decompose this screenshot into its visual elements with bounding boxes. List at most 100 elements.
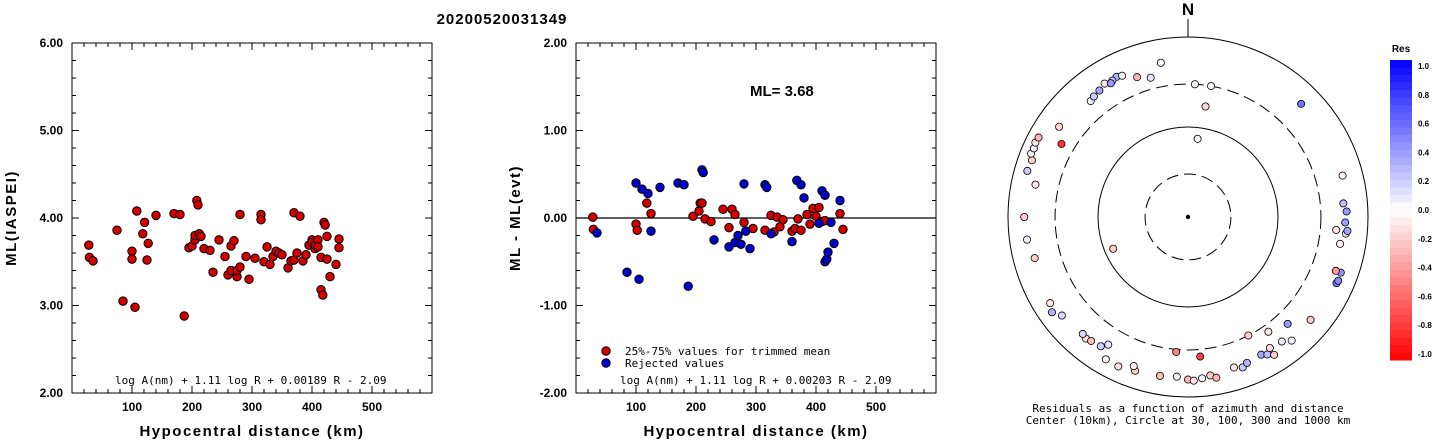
- colorbar-title: Res: [1392, 44, 1411, 55]
- station-residual: [1027, 156, 1036, 165]
- station-residual: [1034, 133, 1043, 142]
- data-point: [244, 274, 254, 284]
- colorbar-swatch: [1390, 225, 1412, 233]
- station-residual: [1172, 347, 1181, 356]
- x-tick-label: 500: [362, 400, 382, 414]
- colorbar-swatch: [1390, 202, 1412, 211]
- rejected-point: [634, 274, 644, 284]
- data-point: [241, 251, 251, 262]
- y-tick-label: 3.00: [40, 299, 64, 313]
- accepted-point: [739, 217, 749, 228]
- colorbar-label: -0.8: [1418, 321, 1432, 330]
- station-residual: [1095, 86, 1104, 95]
- station-residual: [1133, 73, 1142, 82]
- y-tick-label: 2.00: [40, 386, 64, 400]
- colorbar-swatch: [1390, 135, 1412, 143]
- rejected-point: [631, 178, 641, 188]
- colorbar-swatch: [1390, 210, 1412, 218]
- data-point: [139, 217, 150, 228]
- station-residual: [1193, 134, 1202, 143]
- residual-colorbar: Res 1.0 0.8 0.6 0.4 0.2 0.0 -0.2 -0.4 -0.6 -0.8 -1.…: [1390, 44, 1432, 361]
- data-point: [256, 215, 266, 225]
- rejected-point: [655, 182, 665, 193]
- rejected-point: [787, 236, 797, 247]
- distance-circle: [1097, 126, 1279, 308]
- data-point: [175, 209, 185, 220]
- data-point: [220, 251, 230, 262]
- data-point: [322, 231, 332, 242]
- colorbar-swatch: [1390, 75, 1412, 83]
- y-tick-label: 1.00: [544, 124, 568, 138]
- data-point: [142, 255, 152, 265]
- colorbar-swatch: [1390, 67, 1412, 76]
- data-point: [127, 246, 137, 256]
- rejected-point: [835, 195, 845, 206]
- data-point: [143, 238, 153, 249]
- station-residual: [1055, 122, 1064, 131]
- data-point: [132, 206, 142, 216]
- data-point: [88, 256, 98, 266]
- accepted-point: [718, 204, 728, 214]
- station-residual: [1201, 102, 1210, 111]
- colorbar-swatch: [1390, 180, 1412, 188]
- accepted-point: [632, 225, 642, 235]
- station-residual: [1287, 336, 1296, 345]
- legend-marker: [601, 358, 611, 368]
- colorbar-label: 0.0: [1418, 206, 1430, 215]
- data-point: [193, 200, 203, 210]
- y-tick-label: 6.00: [40, 36, 64, 50]
- data-point: [334, 243, 344, 253]
- colorbar-swatch: [1390, 112, 1412, 121]
- data-point: [313, 242, 323, 252]
- station-residual: [1047, 308, 1056, 317]
- station-residual: [1242, 358, 1251, 367]
- rejected-point: [796, 180, 806, 190]
- plot-frame: [71, 42, 433, 394]
- y-tick-label: 5.00: [40, 124, 64, 138]
- data-point: [196, 231, 206, 242]
- rejected-point: [823, 247, 833, 257]
- accepted-point: [730, 209, 740, 220]
- distance-circle: [1054, 83, 1322, 351]
- station-residual: [1046, 299, 1055, 308]
- data-point: [334, 234, 344, 244]
- accepted-point: [697, 198, 707, 208]
- colorbar-label: -0.4: [1418, 264, 1432, 273]
- x-tick-label: 300: [746, 400, 766, 414]
- colorbar-swatch: [1390, 315, 1412, 323]
- data-point: [292, 248, 302, 258]
- station-residual: [1277, 337, 1286, 346]
- colorbar-label: -0.2: [1418, 235, 1432, 244]
- rejected-point: [814, 218, 824, 228]
- data-point: [262, 242, 272, 252]
- accepted-point: [796, 225, 806, 235]
- x-tick-label: 300: [242, 400, 262, 414]
- data-point: [325, 271, 335, 282]
- colorbar-swatch: [1390, 97, 1412, 106]
- data-point: [112, 225, 122, 235]
- colorbar-swatch: [1390, 255, 1412, 263]
- rejected-point: [736, 239, 746, 249]
- rejected-point: [592, 228, 602, 238]
- station-residual: [1146, 73, 1155, 82]
- station-residual: [1030, 254, 1039, 263]
- colorbar-swatch: [1390, 262, 1412, 271]
- data-point: [320, 220, 330, 230]
- data-point: [118, 296, 128, 306]
- rejected-point: [766, 229, 776, 239]
- data-point: [318, 290, 328, 300]
- data-point: [84, 240, 94, 250]
- station-residual: [1023, 235, 1032, 244]
- data-point: [322, 254, 332, 264]
- colorbar-swatch: [1390, 240, 1412, 248]
- colorbar-swatch: [1390, 150, 1412, 158]
- station-residual: [1230, 363, 1239, 372]
- x-tick-label: 200: [182, 400, 202, 414]
- station-residual: [1190, 80, 1199, 89]
- station-residual: [1334, 276, 1343, 285]
- colorbar-label: -1.0: [1418, 350, 1432, 359]
- y-tick-label: 0.00: [544, 211, 568, 225]
- station-residual: [1101, 355, 1110, 364]
- station-residual: [1342, 207, 1351, 216]
- rejected-point: [643, 188, 653, 199]
